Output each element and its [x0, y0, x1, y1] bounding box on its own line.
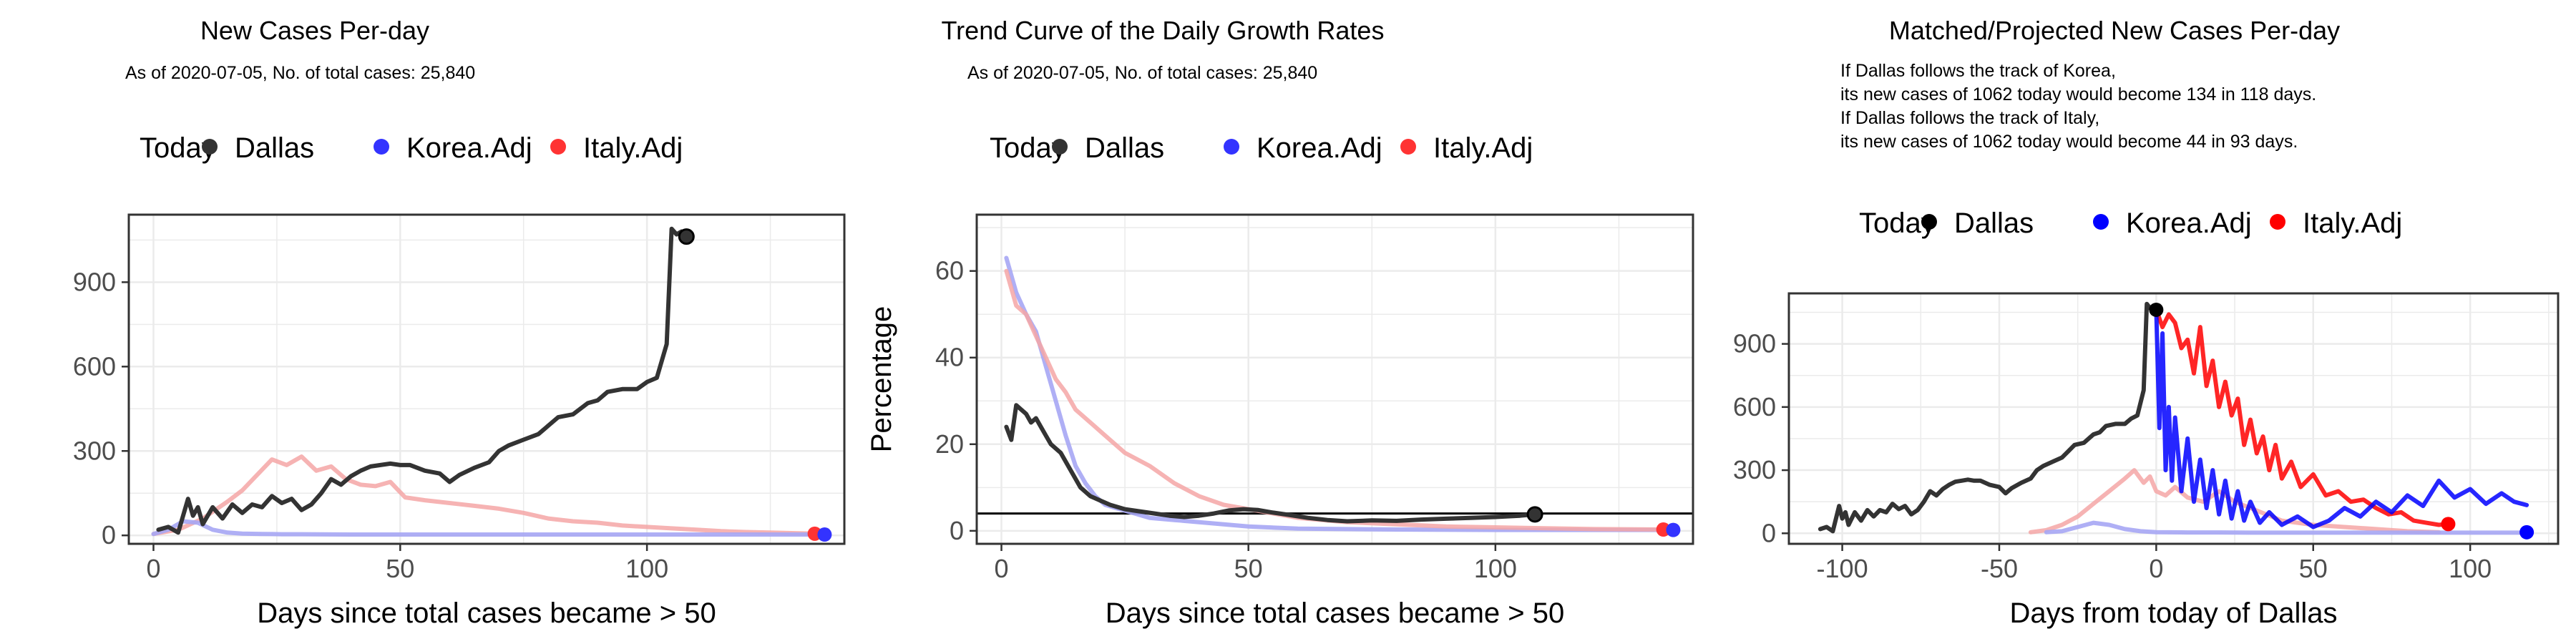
- legend-marker-italy-adj: [2270, 214, 2285, 230]
- legend-label: Korea.Adj: [2126, 208, 2252, 239]
- today-point-korea-adj: [1666, 522, 1681, 537]
- legend-label: Dallas: [1085, 132, 1164, 164]
- legend-marker-dallas: [202, 139, 218, 155]
- legend-marker-dallas: [1921, 214, 1937, 230]
- x-tick-label: 50: [386, 554, 414, 583]
- legend-marker-korea-adj: [1224, 139, 1239, 155]
- legend-label: Italy.Adj: [583, 132, 683, 164]
- legend-label: Korea.Adj: [1257, 132, 1382, 164]
- y-tick-label: 600: [73, 351, 116, 381]
- today-point-korea-adj: [2519, 525, 2534, 540]
- y-tick-label: 300: [1733, 455, 1776, 484]
- y-tick-label: 900: [73, 267, 116, 296]
- series-line-dallas: [1004, 403, 1538, 524]
- legend-label: Dallas: [1954, 208, 2034, 239]
- x-tick-label: 100: [1474, 554, 1517, 583]
- x-axis-label: Days since total cases became > 50: [1106, 597, 1564, 629]
- series-line-korea-adj-past-: [2044, 520, 2529, 535]
- plot-border: [1787, 292, 2560, 545]
- chart-subtitle: its new cases of 1062 today would become…: [1840, 132, 2298, 152]
- legend-marker-dallas: [1052, 139, 1068, 155]
- x-tick-label: 0: [2149, 554, 2163, 583]
- legend-label: Italy.Adj: [2303, 208, 2402, 239]
- chart-subtitle: its new cases of 1062 today would become…: [1840, 84, 2316, 104]
- series-line-korea-adj: [2154, 307, 2529, 530]
- today-point-dallas: [2149, 302, 2164, 317]
- legend-label: Dallas: [235, 132, 314, 164]
- legend-marker-italy-adj: [1400, 139, 1416, 155]
- y-tick-label: 0: [950, 516, 964, 545]
- today-point-italy-adj: [2441, 517, 2456, 532]
- plot-border: [975, 213, 1694, 545]
- x-tick-label: -100: [1817, 554, 1868, 583]
- chart-subtitle: If Dallas follows the track of Italy,: [1840, 108, 2099, 128]
- series-line-italy-adj: [151, 454, 817, 537]
- y-tick-label: 20: [935, 429, 964, 459]
- x-tick-label: 100: [2449, 554, 2492, 583]
- x-tick-label: 50: [1234, 554, 1263, 583]
- y-tick-label: 0: [1762, 518, 1776, 547]
- legend-marker-korea-adj: [374, 139, 389, 155]
- y-tick-label: 0: [102, 520, 116, 550]
- y-tick-label: 900: [1733, 329, 1776, 358]
- chart-subtitle: As of 2020-07-05, No. of total cases: 25…: [967, 63, 1317, 83]
- legend-marker-korea-adj: [2093, 214, 2109, 230]
- x-axis-label: Days since total cases became > 50: [257, 597, 716, 629]
- series-line-italy-adj: [1004, 268, 1666, 532]
- x-tick-label: 0: [146, 554, 160, 583]
- legend-marker-italy-adj: [550, 139, 566, 155]
- y-axis-label: Percentage: [866, 306, 897, 453]
- x-tick-label: 50: [2299, 554, 2328, 583]
- today-point-korea-adj: [817, 527, 832, 542]
- y-tick-label: 600: [1733, 392, 1776, 421]
- today-point-dallas: [678, 228, 695, 245]
- y-tick-label: 40: [935, 343, 964, 372]
- y-tick-label: 60: [935, 256, 964, 286]
- x-axis-label: Days from today of Dallas: [2010, 597, 2338, 629]
- plot-border: [127, 213, 846, 545]
- plot-background: [977, 215, 1693, 544]
- legend-label: Korea.Adj: [406, 132, 532, 164]
- chart-subtitle: If Dallas follows the track of Korea,: [1840, 61, 2116, 81]
- legend-label: Italy.Adj: [1433, 132, 1533, 164]
- chart-title: Trend Curve of the Daily Growth Rates: [942, 16, 1385, 45]
- plot-background: [129, 215, 844, 544]
- chart-title: New Cases Per-day: [200, 16, 429, 45]
- today-point-dallas: [1526, 506, 1543, 523]
- y-tick-label: 300: [73, 436, 116, 465]
- x-tick-label: 0: [995, 554, 1009, 583]
- series-line-dallas: [156, 226, 689, 535]
- series-line-italy-adj: [2154, 307, 2451, 527]
- x-tick-label: 100: [625, 554, 668, 583]
- chart-subtitle: As of 2020-07-05, No. of total cases: 25…: [125, 63, 475, 83]
- x-tick-label: -50: [1981, 554, 2018, 583]
- series-line-dallas: [1818, 301, 2159, 534]
- chart-title: Matched/Projected New Cases Per-day: [1889, 16, 2340, 45]
